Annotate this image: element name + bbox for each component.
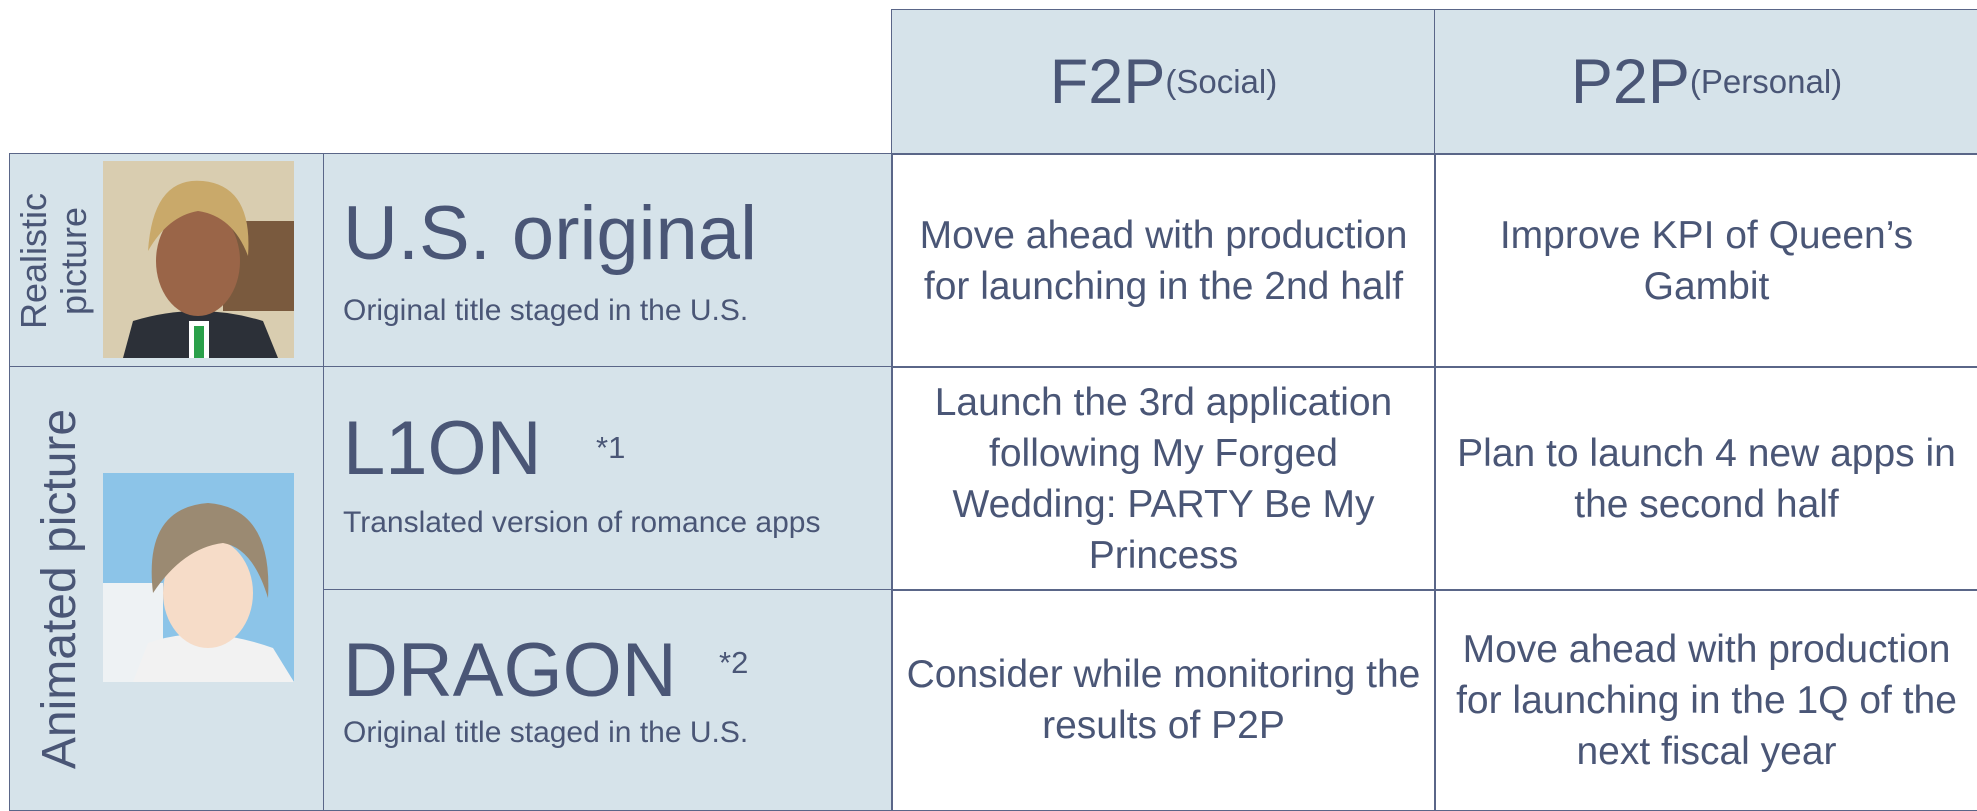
group-label: Animated picture xyxy=(33,408,86,770)
row-title: DRAGON xyxy=(343,628,677,713)
row-description: Translated version of romance apps xyxy=(343,506,821,539)
name-cell xyxy=(323,589,893,811)
p2p-cell: Plan to launch 4 new apps in the second … xyxy=(1434,366,1977,591)
row-title: U.S. original xyxy=(343,191,757,276)
row-description: Original title staged in the U.S. xyxy=(343,716,749,749)
realistic-portrait xyxy=(103,161,294,358)
f2p-cell: Consider while monitoring the results of… xyxy=(891,589,1436,811)
row-description: Original title staged in the U.S. xyxy=(343,294,749,327)
group-label: Realistic picture xyxy=(13,192,94,330)
row-note: *1 xyxy=(596,430,626,465)
header-cell: F2P (Social) xyxy=(891,9,1436,155)
f2p-cell: Launch the 3rd application following My … xyxy=(891,366,1436,591)
p2p-cell: Improve KPI of Queen’s Gambit xyxy=(1434,153,1977,368)
name-cell xyxy=(323,366,893,591)
header-main: F2P xyxy=(1049,47,1166,117)
name-cell xyxy=(323,153,893,368)
row-title: L1ON xyxy=(343,406,542,491)
f2p-cell: Move ahead with production for launching… xyxy=(891,153,1436,368)
row-note: *2 xyxy=(719,645,749,680)
animated-portrait xyxy=(103,473,294,682)
header-main: P2P xyxy=(1570,47,1690,117)
p2p-cell: Move ahead with production for launching… xyxy=(1434,589,1977,811)
header-sub: (Social) xyxy=(1165,63,1278,100)
header-sub: (Personal) xyxy=(1689,63,1843,100)
header-cell: P2P (Personal) xyxy=(1434,9,1977,155)
